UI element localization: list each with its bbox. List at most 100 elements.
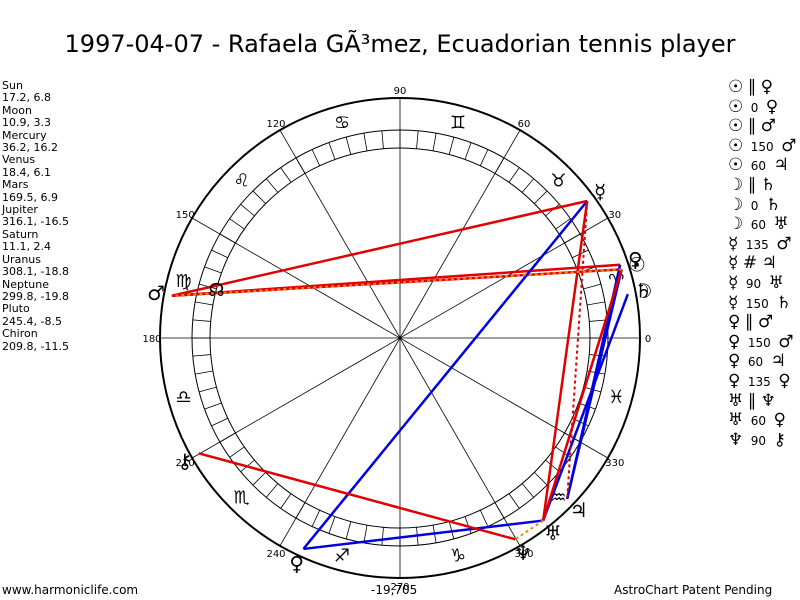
aspect-planet-2: ♅: [768, 272, 784, 293]
position-value: 209.8, -11.5: [2, 339, 69, 353]
aspect-line: [171, 199, 588, 297]
position-name: Mercury: [2, 128, 47, 142]
aspect-planet-2: ♀: [778, 370, 791, 391]
aspect-row: ☉ ∥ ♀: [728, 77, 796, 98]
aspect-value: 60: [750, 218, 766, 233]
aspect-planet-2: ♂: [757, 312, 774, 333]
aspect-value: 90: [745, 276, 762, 291]
aspect-value: 60: [747, 355, 764, 370]
aspect-line: [541, 200, 589, 521]
aspect-type: ∥: [747, 116, 757, 137]
band-tick: [363, 525, 368, 543]
aspect-planet-1: ☉: [728, 135, 744, 156]
position-value: 308.1, -18.8: [2, 265, 69, 279]
position-name: Pluto: [2, 302, 30, 316]
band-tick: [479, 510, 489, 527]
planet-glyph-chiron: ⚷: [177, 449, 192, 473]
aspect-type: ∥: [747, 390, 757, 411]
band-tick: [211, 249, 228, 259]
band-tick: [464, 516, 472, 534]
aspect-row: ☽ 0 ♄: [728, 194, 796, 216]
aspect-row: ☿ 150 ♄: [728, 292, 796, 314]
aspect-row: ☉ 60 ♃: [728, 156, 796, 176]
aspect-row: ♀ ∥ ♂: [728, 312, 796, 333]
band-tick: [464, 142, 472, 160]
aspect-row: ☿ 90 ♅: [728, 272, 796, 294]
sign-glyph-9: ♑: [450, 545, 466, 566]
band-tick: [448, 136, 455, 155]
position-value: 18.4, 6.1: [2, 165, 51, 179]
aspect-value: 90: [750, 433, 766, 448]
planet-glyph-venus: ♀: [628, 248, 643, 272]
aspect-row: ☉ 0 ♀: [728, 96, 796, 118]
band-tick: [345, 136, 352, 155]
aspect-type: #: [742, 253, 758, 274]
sign-glyph-11: ♓: [608, 387, 624, 408]
aspect-planet-1: ☽: [728, 214, 744, 235]
band-tick: [583, 283, 602, 290]
band-tick: [508, 167, 520, 183]
aspect-planet-2: ♂: [778, 331, 794, 352]
aspect-row: ☽ ∥ ♄: [728, 174, 796, 196]
band-tick: [198, 386, 217, 393]
position-name: Venus: [2, 153, 36, 167]
aspect-row: ♀ 60 ♃: [728, 352, 796, 372]
aspect-value: 60: [750, 159, 766, 174]
degree-label: 150: [176, 210, 195, 221]
position-value: 316.1, -16.5: [2, 215, 69, 229]
aspect-planet-2: ♃: [773, 155, 789, 176]
aspect-planet-1: ☽: [728, 194, 744, 215]
website-link[interactable]: www.harmoniclife.com: [2, 583, 139, 597]
aspect-row: ♀ 150 ♂: [728, 331, 796, 353]
aspect-planet-2: ♀: [773, 410, 786, 431]
degree-label: 60: [518, 119, 531, 130]
aspect-planet-1: ☿: [728, 233, 739, 254]
aspect-planet-2: ♃: [761, 253, 777, 274]
degree-label: 120: [266, 119, 285, 130]
chart-title: 1997-04-07 - Rafaela GÃ³mez, Ecuadorian …: [64, 30, 736, 58]
planet-glyph-saturn: ♄: [634, 278, 652, 302]
planet-glyph-mercury: ☿: [594, 180, 606, 204]
aspect-planet-2: ♀: [760, 77, 774, 97]
band-tick: [363, 133, 368, 151]
planet-glyph-moon: ☽: [635, 279, 653, 303]
credit-text: AstroChart Patent Pending: [614, 583, 773, 597]
sign-glyph-6: ♎: [176, 387, 192, 408]
band-tick: [240, 203, 255, 217]
position-value: 36.2, 16.2: [2, 141, 58, 155]
band-tick: [211, 417, 228, 427]
aspect-planet-1: ☉: [728, 155, 744, 176]
degree-label: 90: [394, 86, 407, 97]
sign-glyph-1: ♉: [550, 171, 566, 192]
sign-glyph-3: ♋: [334, 113, 350, 134]
sign-glyph-8: ♐: [334, 545, 350, 566]
band-tick: [195, 301, 213, 306]
band-tick: [265, 483, 279, 498]
degree-label: 330: [605, 458, 624, 469]
aspect-type: ∥: [747, 77, 757, 97]
aspect-planet-1: ☿: [728, 272, 739, 293]
band-tick: [432, 133, 437, 151]
position-value: 169.5, 6.9: [2, 190, 58, 204]
band-tick: [328, 142, 336, 160]
band-tick: [508, 493, 520, 509]
aspect-line: [541, 293, 629, 522]
band-tick: [381, 527, 384, 546]
aspect-type: ∥: [747, 174, 757, 195]
position-value: 299.8, -19.8: [2, 289, 69, 303]
position-name: Moon: [2, 103, 32, 117]
band-tick: [534, 472, 548, 486]
planet-glyph-mars: ♂: [147, 281, 165, 305]
aspect-line: [198, 452, 516, 541]
position-value: 10.9, 3.3: [2, 116, 51, 130]
aspect-value: 0: [750, 100, 759, 115]
aspect-value: 150: [750, 139, 774, 154]
aspect-planet-1: ☉: [728, 96, 744, 117]
aspect-planet-1: ♀: [728, 370, 741, 391]
coordinate-readout: -19,705: [371, 583, 418, 597]
aspect-line: [566, 200, 589, 499]
aspect-planet-1: ☿: [728, 292, 739, 313]
aspect-value: 150: [745, 296, 769, 311]
sign-glyph-7: ♏: [234, 487, 250, 508]
band-tick: [555, 218, 571, 230]
